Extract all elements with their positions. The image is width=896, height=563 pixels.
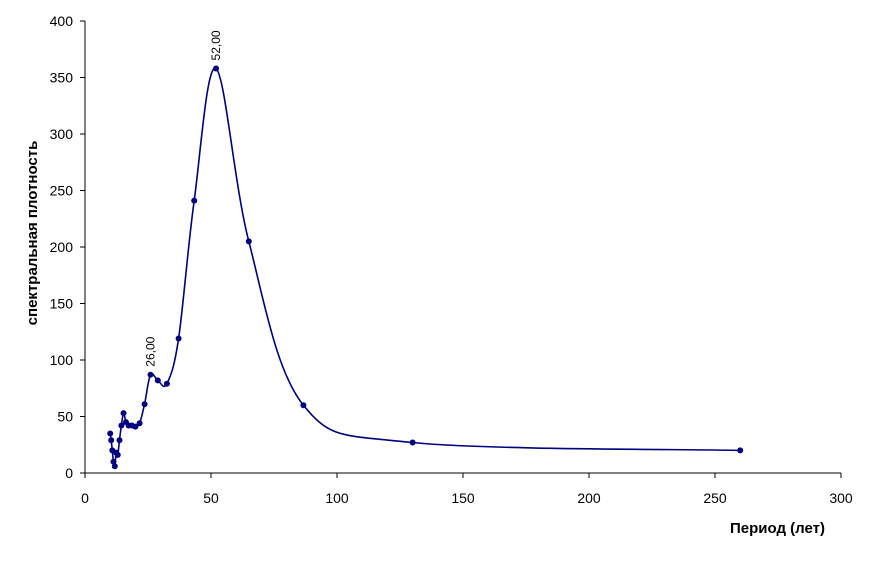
y-tick-label: 350 xyxy=(50,70,74,86)
point xyxy=(118,422,125,429)
point xyxy=(120,410,127,417)
point xyxy=(108,437,115,444)
x-tick-label: 100 xyxy=(325,490,349,506)
point xyxy=(147,371,154,378)
x-tick-label: 50 xyxy=(203,490,219,506)
point xyxy=(107,430,114,437)
point xyxy=(191,197,198,204)
point xyxy=(154,377,161,384)
point xyxy=(132,423,139,430)
line xyxy=(109,67,741,468)
y-tick-label: 250 xyxy=(50,183,74,199)
point xyxy=(116,437,123,444)
x-tick-label: 150 xyxy=(451,490,475,506)
point xyxy=(300,402,307,409)
point xyxy=(136,420,143,427)
y-tick-label: 150 xyxy=(50,296,74,312)
point xyxy=(737,447,744,454)
point xyxy=(141,401,148,408)
y-tick-label: 0 xyxy=(65,465,73,481)
y-tick-label: 300 xyxy=(50,126,74,142)
point xyxy=(245,238,252,245)
y-axis-title: спектральная плотность xyxy=(24,141,41,326)
x-axis-title: Период (лет) xyxy=(730,520,825,537)
point xyxy=(163,380,170,387)
point-label: 26,00 xyxy=(144,336,158,366)
point xyxy=(213,65,220,72)
point xyxy=(114,451,121,458)
x-tick-label: 200 xyxy=(577,490,601,506)
y-tick-label: 200 xyxy=(50,239,74,255)
x-tick-label: 0 xyxy=(81,490,89,506)
point xyxy=(175,335,182,342)
point xyxy=(110,458,117,465)
y-tick-label: 100 xyxy=(50,352,74,368)
point xyxy=(409,439,416,446)
point xyxy=(111,463,118,470)
y-tick-label: 50 xyxy=(57,409,73,425)
y-tick-label: 400 xyxy=(50,13,74,29)
x-tick-label: 300 xyxy=(829,490,853,506)
x-tick-label: 250 xyxy=(703,490,727,506)
point-label: 52,00 xyxy=(209,30,223,60)
